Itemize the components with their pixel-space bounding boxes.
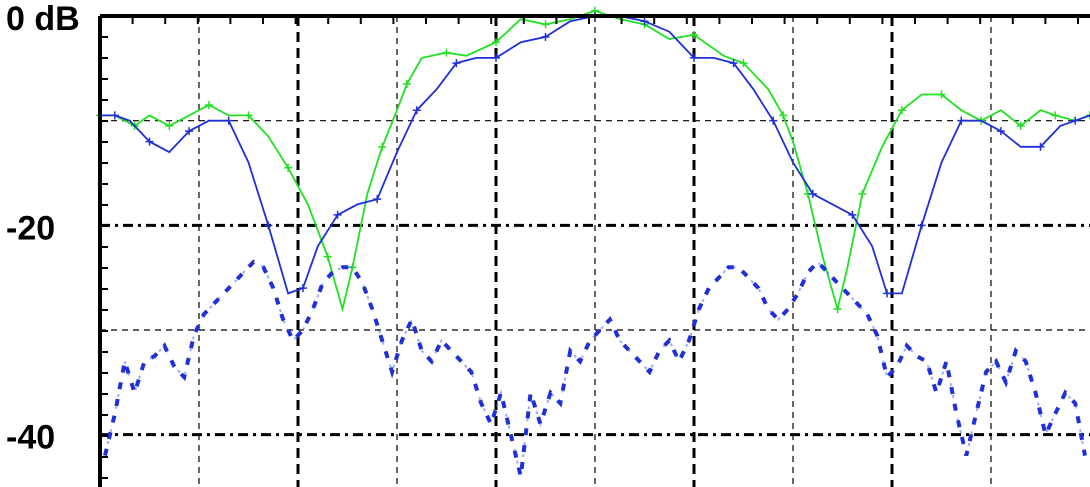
data-point-marker bbox=[779, 111, 788, 120]
data-point-marker bbox=[442, 48, 451, 57]
data-point-marker bbox=[883, 289, 892, 298]
data-point-marker bbox=[858, 189, 867, 198]
data-point-marker bbox=[640, 17, 649, 26]
data-point-marker bbox=[492, 53, 500, 62]
data-point-marker bbox=[244, 111, 253, 120]
plot-frame bbox=[98, 14, 1090, 487]
data-point-marker bbox=[224, 116, 233, 125]
data-point-marker bbox=[729, 59, 738, 68]
data-point-marker bbox=[917, 221, 926, 230]
data-point-marker bbox=[492, 38, 500, 47]
data-point-marker bbox=[323, 252, 332, 261]
data-point-marker bbox=[378, 142, 387, 151]
data-point-marker bbox=[897, 106, 906, 115]
data-point-marker bbox=[1071, 116, 1080, 125]
data-point-marker bbox=[145, 137, 154, 146]
data-point-marker bbox=[739, 59, 748, 68]
data-point-marker bbox=[541, 20, 550, 29]
data-point-marker bbox=[373, 195, 382, 204]
series-line-dashed bbox=[103, 259, 1087, 477]
data-point-marker bbox=[808, 189, 817, 198]
data-point-marker bbox=[1036, 142, 1045, 151]
series-group bbox=[96, 6, 1090, 477]
y-tick-label-minus-20: -20 bbox=[6, 209, 55, 247]
data-point-marker bbox=[833, 305, 842, 314]
y-axis-labels: 0 dB -20 -40 bbox=[6, 0, 80, 457]
data-point-marker bbox=[298, 284, 307, 293]
data-point-marker bbox=[402, 80, 411, 89]
data-point-marker bbox=[204, 100, 213, 109]
data-point-marker bbox=[412, 106, 421, 115]
grid bbox=[100, 16, 1090, 487]
data-point-marker bbox=[996, 127, 1005, 136]
y-tick-label-minus-40: -40 bbox=[6, 419, 55, 457]
data-point-marker bbox=[165, 121, 174, 130]
y-tick-label-0db: 0 dB bbox=[6, 0, 80, 38]
data-point-marker bbox=[541, 32, 550, 41]
data-point-marker bbox=[937, 90, 946, 99]
data-point-marker bbox=[690, 53, 698, 62]
data-point-marker bbox=[957, 116, 966, 125]
data-point-marker bbox=[690, 30, 698, 39]
data-point-marker bbox=[1016, 121, 1025, 130]
data-point-marker bbox=[110, 111, 119, 120]
data-point-marker bbox=[1051, 111, 1060, 120]
data-point-marker bbox=[333, 210, 342, 219]
data-point-marker bbox=[264, 221, 273, 230]
data-point-marker bbox=[848, 210, 857, 219]
data-point-marker bbox=[185, 127, 194, 136]
data-point-marker bbox=[452, 59, 461, 68]
data-point-marker bbox=[284, 163, 293, 172]
data-point-marker bbox=[769, 116, 778, 125]
